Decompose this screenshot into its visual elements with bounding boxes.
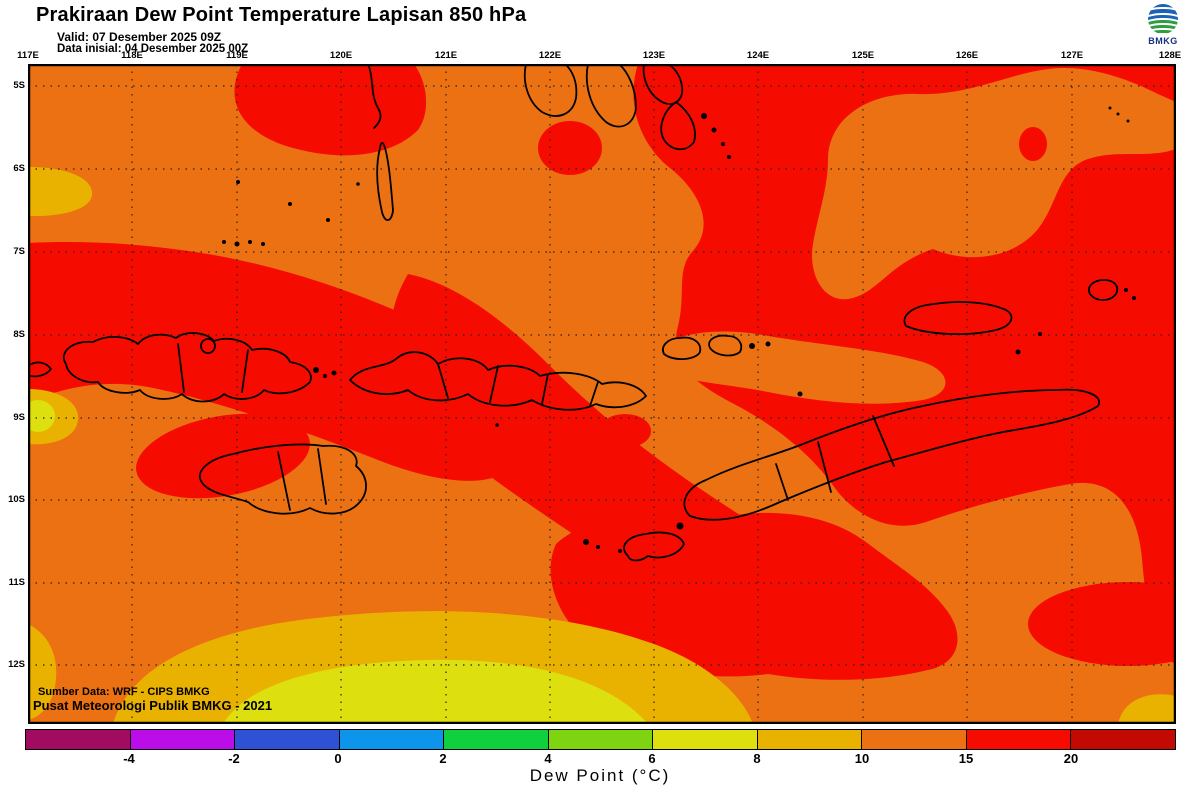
colorbar-segment bbox=[862, 730, 967, 749]
bmkg-logo-icon bbox=[1147, 3, 1179, 35]
lon-tick-118e: 118E bbox=[121, 50, 143, 61]
cb-tick: 10 bbox=[854, 751, 870, 766]
colorbar-segment bbox=[548, 730, 654, 749]
lat-tick-10s: 10S bbox=[8, 494, 25, 505]
bmkg-logo: BMKG bbox=[1138, 2, 1188, 46]
lat-tick-11s: 11S bbox=[8, 577, 25, 588]
cb-tick: 8 bbox=[753, 751, 761, 766]
cb-tick: 4 bbox=[544, 751, 552, 766]
colorbar-segment bbox=[130, 730, 236, 749]
lat-tick-12s: 12S bbox=[8, 659, 25, 670]
lon-tick-123e: 123E bbox=[642, 50, 666, 61]
lon-tick-127e: 127E bbox=[1060, 50, 1084, 61]
lon-tick-124e: 124E bbox=[746, 50, 770, 61]
cb-tick: 6 bbox=[648, 751, 656, 766]
lat-tick-8s: 8S bbox=[13, 329, 25, 340]
colorbar-segment bbox=[444, 730, 549, 749]
map-frame bbox=[28, 64, 1176, 724]
cb-tick: 20 bbox=[1063, 751, 1079, 766]
lat-tick-9s: 9S bbox=[13, 412, 25, 423]
colorbar-segment bbox=[757, 730, 863, 749]
bmkg-logo-label: BMKG bbox=[1148, 36, 1178, 46]
cb-tick: -4 bbox=[123, 751, 135, 766]
page-title: Prakiraan Dew Point Temperature Lapisan … bbox=[36, 4, 527, 26]
colorbar-title: Dew Point (°C) bbox=[529, 766, 671, 785]
coastlines bbox=[28, 64, 1136, 562]
lon-tick-122e: 122E bbox=[538, 50, 562, 61]
lon-tick-125e: 125E bbox=[851, 50, 875, 61]
cb-tick: 2 bbox=[439, 751, 447, 766]
lat-tick-5s: 5S bbox=[13, 80, 25, 91]
orange-enclaves bbox=[640, 68, 1176, 404]
lon-tick-117e: 117E bbox=[17, 50, 39, 61]
yellow-regions bbox=[28, 400, 648, 724]
lon-tick-128e: 128E bbox=[1158, 50, 1182, 61]
colorbar-segment bbox=[339, 730, 445, 749]
colorbar-segment bbox=[1071, 730, 1176, 749]
valid-datetime: Valid: 07 Desember 2025 09Z bbox=[57, 30, 222, 44]
lon-tick-120e: 120E bbox=[329, 50, 353, 61]
lat-tick-7s: 7S bbox=[13, 246, 25, 257]
dew-point-map-canvas bbox=[28, 64, 1176, 724]
colorbar-segment bbox=[235, 730, 340, 749]
colorbar bbox=[25, 729, 1176, 750]
lon-tick-126e: 126E bbox=[955, 50, 979, 61]
cb-tick: -2 bbox=[228, 751, 240, 766]
lat-tick-6s: 6S bbox=[13, 163, 25, 174]
colorbar-segment bbox=[653, 730, 758, 749]
producer-text: Pusat Meteorologi Publik BMKG - 2021 bbox=[33, 698, 273, 713]
cb-tick: 15 bbox=[958, 751, 974, 766]
colorbar-segment bbox=[26, 730, 131, 749]
red-hole bbox=[1019, 127, 1047, 161]
cb-tick: 0 bbox=[334, 751, 342, 766]
data-source-text: Sumber Data: WRF - CIPS BMKG bbox=[38, 686, 210, 698]
lon-tick-119e: 119E bbox=[226, 50, 248, 61]
lon-tick-121e: 121E bbox=[434, 50, 458, 61]
colorbar-segment bbox=[966, 730, 1072, 749]
initial-data-datetime: Data inisial: 04 Desember 2025 00Z bbox=[57, 43, 249, 55]
